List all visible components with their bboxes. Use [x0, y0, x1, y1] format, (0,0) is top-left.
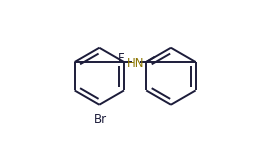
Text: Br: Br: [94, 113, 107, 126]
Text: F: F: [118, 52, 124, 65]
Text: HN: HN: [127, 57, 145, 70]
